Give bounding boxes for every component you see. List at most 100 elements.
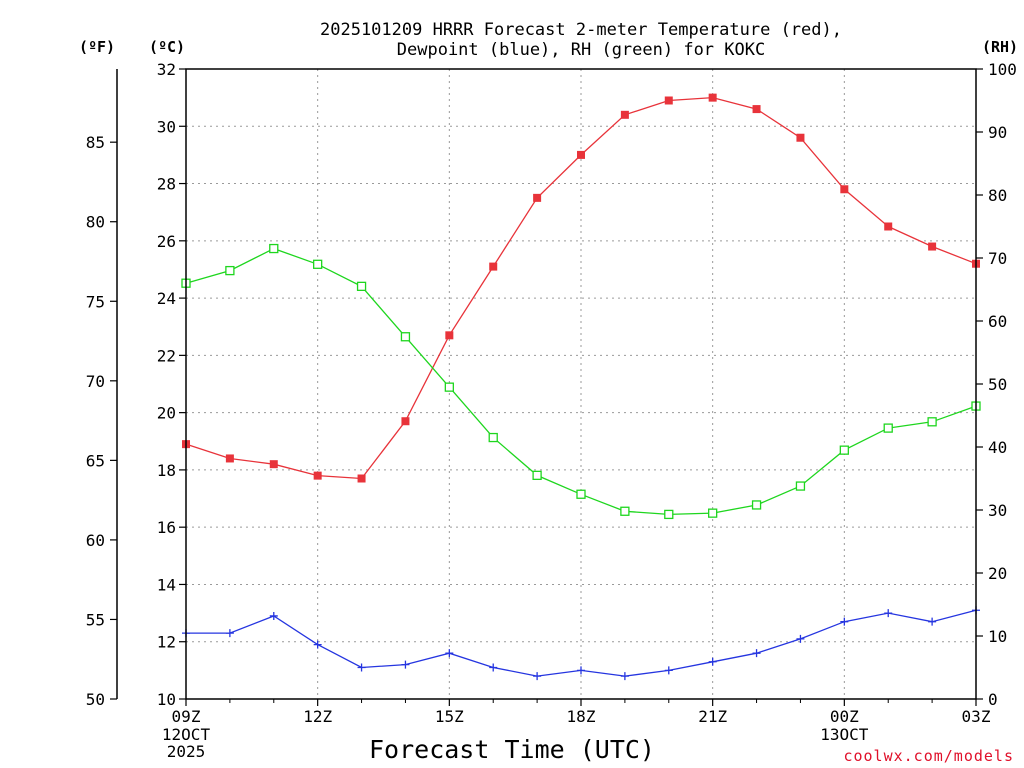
temperature-point [489,262,498,271]
temperature-point [533,193,542,202]
temperature-point [620,110,629,119]
dewpoint-point [840,617,849,626]
dewpoint-point [401,660,410,669]
x-tick-label: 21Z [698,707,727,726]
rh-point [620,506,630,516]
celsius-tick-label: 12 [157,633,176,652]
rh-tick-label: 90 [988,123,1007,142]
dewpoint-point [533,672,542,681]
x-tick-label: 15Z [435,707,464,726]
chart-title-line2: Dewpoint (blue), RH (green) for KOKC [397,40,765,60]
rh-tick-label: 40 [988,438,1007,457]
celsius-tick-label: 28 [157,175,176,194]
rh-point [839,445,849,455]
rh-point [225,265,235,276]
rh-point [269,243,279,254]
dewpoint-point [884,609,893,618]
axes: 10 12 14 16 18 20 22 24 26 28 30 32 50 55 60 65 70 75 80 85… [86,60,1017,761]
rh-tick-label: 80 [988,186,1007,205]
x-tick-label: 00Z [830,707,859,726]
rh-tick-label: 30 [988,501,1007,520]
dewpoint-point [796,634,805,643]
dewpoint-point [269,611,278,620]
rh-point [795,481,806,491]
series-group [181,93,981,681]
x-axis-label: Forecast Time (UTC) [369,735,655,764]
x-tick-label: 03Z [962,707,991,726]
credit-text: coolwx.com/models [843,747,1014,765]
temperature-point [401,417,410,426]
rh-point [532,470,542,481]
rh-tick-label: 60 [988,312,1007,331]
temperature-point [269,460,278,469]
fahrenheit-tick-label: 65 [86,451,105,470]
temperature-point [225,454,234,463]
dewpoint-point [620,672,629,681]
dewpoint-point [357,663,366,672]
dewpoint-point [708,657,717,666]
celsius-tick-label: 22 [157,346,176,365]
dewpoint-point [577,666,585,675]
fahrenheit-tick-label: 60 [86,531,105,550]
x-tick-year-label: 2025 [167,742,206,761]
temperature-point [445,331,454,340]
grid [186,69,976,699]
temperature-point [928,242,937,251]
temperature-point [664,96,673,105]
rh-tick-label: 20 [988,564,1007,583]
rh-point [313,259,323,269]
dewpoint-point [313,640,322,649]
fahrenheit-tick-label: 50 [86,690,105,709]
rh-tick-label: 50 [988,375,1007,394]
rh-point [751,500,762,510]
rh-point [356,281,367,292]
temperature-point [313,471,322,480]
x-tick-label: 09Z [172,707,201,726]
temperature-point [752,105,761,114]
temperature-point [708,93,717,102]
rh-point [708,508,718,518]
dewpoint-point [445,649,454,658]
temperature-point [884,222,893,231]
celsius-tick-label: 10 [157,690,176,709]
dewpoint-point [225,629,234,638]
rh-point [488,432,498,443]
celsius-tick-label: 32 [157,60,176,79]
fahrenheit-tick-label: 80 [86,213,105,232]
celsius-tick-label: 14 [157,575,176,594]
temperature-point [357,474,366,483]
dewpoint-point [489,663,498,672]
rh-point [927,417,937,427]
rh-tick-label: 0 [988,690,998,709]
rh-point [883,423,893,433]
x-tick-label: 18Z [567,707,596,726]
x-tick-label: 12Z [303,707,332,726]
dewpoint-point [928,617,937,626]
dewpoint-series [182,606,980,681]
celsius-tick-label: 24 [157,289,176,308]
x-tick-date-label: 13OCT [820,725,869,744]
dewpoint-point [752,649,761,658]
fahrenheit-tick-label: 85 [86,133,105,152]
celsius-tick-label: 26 [157,232,176,251]
rh-tick-label: 10 [988,627,1007,646]
fahrenheit-tick-label: 55 [86,610,105,629]
dewpoint-line [186,609,977,677]
rh-point [576,489,586,499]
temperature-point [796,133,805,142]
dewpoint-point [664,666,673,675]
rh-tick-label: 70 [988,249,1007,268]
celsius-unit-label: (ºC) [149,38,185,56]
temperature-point [577,150,585,159]
fahrenheit-tick-label: 75 [86,292,105,311]
celsius-tick-label: 20 [157,404,176,423]
x-tick-date-label: 12OCT [162,725,211,744]
celsius-tick-label: 16 [157,518,176,537]
temperature-point [840,185,849,194]
celsius-tick-label: 18 [157,461,176,480]
rh-point [400,332,411,342]
chart-title-line1: 2025101209 HRRR Forecast 2-meter Tempera… [320,20,842,40]
celsius-tick-label: 30 [157,117,176,136]
rh-unit-label: (RH) [982,38,1018,56]
